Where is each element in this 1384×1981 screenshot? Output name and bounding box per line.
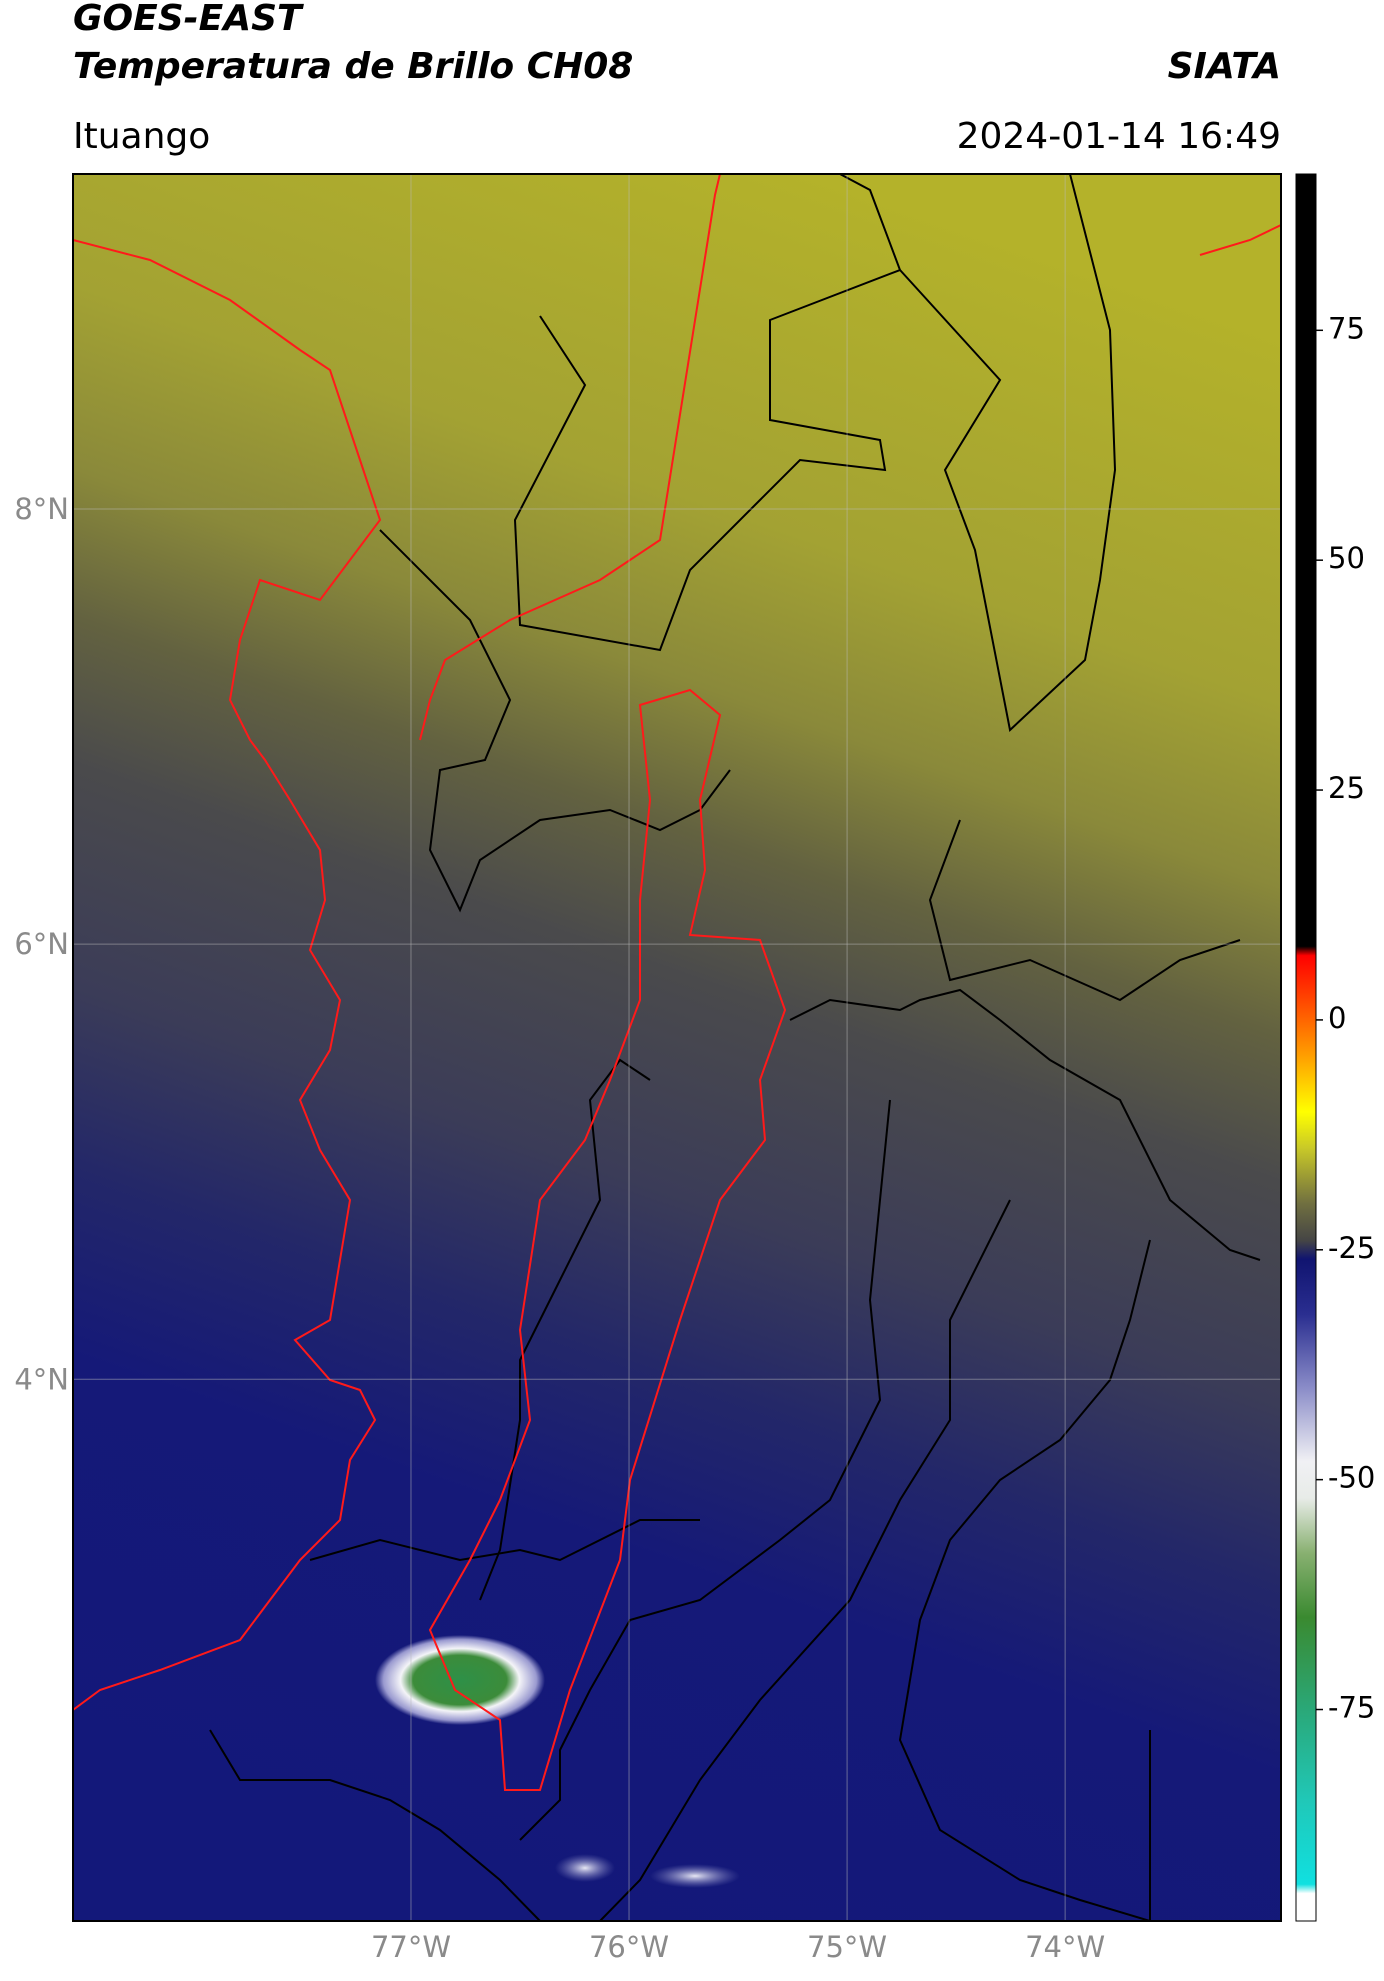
location: Ituango (73, 116, 210, 157)
grid (73, 174, 1281, 1921)
colorbar-tick-label: -50 (1328, 1461, 1375, 1495)
colorbar-tick-label: -75 (1328, 1691, 1375, 1725)
colorbar-scale (1295, 173, 1317, 1922)
cloud (650, 1864, 740, 1888)
subtitle: Temperatura de Brillo CH08 (73, 46, 633, 87)
title: GOES-EAST (73, 0, 304, 39)
colorbar-tick-label: 25 (1328, 771, 1365, 805)
region-outline (428, 688, 787, 1791)
colorbar-tick-label: -25 (1328, 1231, 1375, 1265)
coastline (73, 174, 1281, 1711)
colorbar-tick-label: 50 (1328, 541, 1365, 575)
map-image (73, 174, 1281, 1921)
y-tick-label: 4°N (14, 1362, 69, 1396)
datetime: 2024-01-14 16:49 (957, 116, 1281, 157)
y-tick-label: 6°N (14, 927, 69, 961)
cloud-cluster (375, 1635, 545, 1725)
source: SIATA (1168, 46, 1281, 87)
x-tick-label: 75°W (807, 1930, 887, 1964)
borders (209, 174, 1261, 1921)
x-tick-label: 77°W (371, 1930, 451, 1964)
colorbar-tick-label: 0 (1328, 1001, 1346, 1035)
x-tick-label: 76°W (589, 1930, 669, 1964)
colorbar-tick-label: 75 (1328, 311, 1365, 345)
map-background (73, 174, 1281, 1921)
y-tick-label: 8°N (14, 492, 69, 526)
cloud (555, 1854, 615, 1882)
x-tick-label: 74°W (1025, 1930, 1105, 1964)
colorbar: 75 50 25 0 -25 -50 -75 (1295, 173, 1375, 1922)
map-frame (72, 173, 1282, 1922)
